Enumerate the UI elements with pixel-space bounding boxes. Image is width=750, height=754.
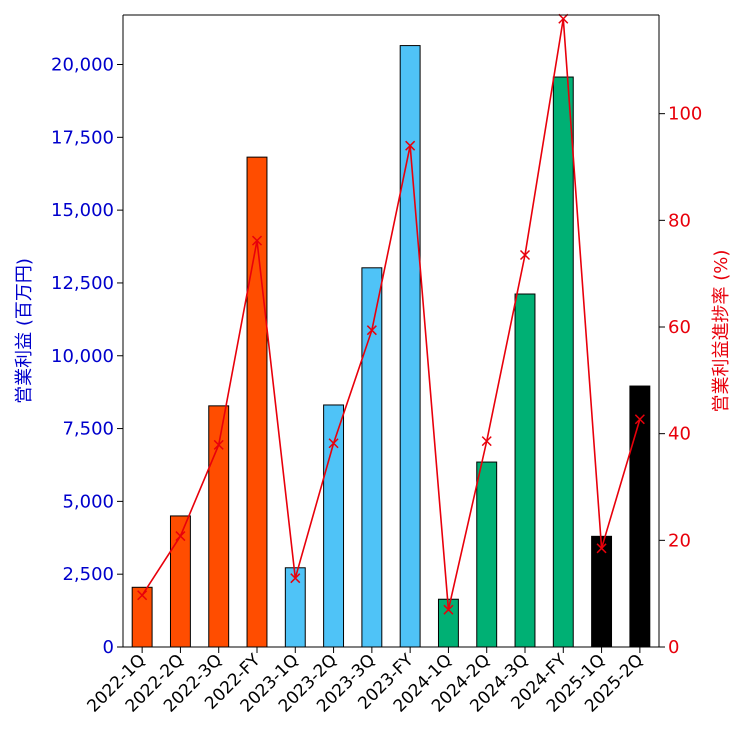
left-tick-label: 5,000: [62, 491, 114, 512]
bar-2024-3Q: [514, 293, 536, 648]
left-tick-label: 12,500: [51, 273, 114, 294]
bar-2022-FY: [246, 156, 268, 648]
bar-2025-1Q: [591, 535, 613, 648]
progress-rate-marker-2023-2Q: [328, 438, 339, 449]
progress-rate-marker-2024-1Q: [443, 604, 454, 615]
bar-2023-3Q: [361, 267, 383, 648]
bar-2023-FY: [399, 45, 421, 648]
progress-rate-marker-2024-3Q: [519, 249, 531, 261]
bar-2024-2Q: [476, 461, 498, 648]
progress-rate-marker-2022-2Q: [175, 531, 186, 542]
progress-rate-marker-2022-FY: [251, 235, 263, 246]
progress-rate-marker-2022-1Q: [137, 590, 148, 601]
progress-rate-marker-2025-2Q: [634, 414, 645, 425]
bar-2024-FY: [552, 76, 574, 648]
progress-rate-marker-2024-2Q: [481, 436, 492, 447]
right-tick-label: 100: [668, 104, 702, 125]
progress-rate-line: [141, 18, 641, 610]
bar-2025-2Q: [629, 385, 651, 648]
left-tick-label: 0: [103, 637, 114, 658]
bar-2023-1Q: [284, 567, 306, 648]
left-tick-label: 17,500: [51, 127, 114, 148]
progress-rate-marker-2025-1Q: [596, 543, 607, 554]
right-tick-label: 0: [668, 637, 679, 658]
left-axis-title: 営業利益 (百万円): [14, 258, 35, 404]
progress-rate-marker-2022-3Q: [213, 439, 224, 450]
progress-rate-marker-2024-FY: [558, 13, 569, 24]
right-tick-label: 80: [668, 210, 691, 231]
right-tick-label: 40: [668, 424, 691, 445]
left-tick-label: 20,000: [51, 55, 114, 76]
right-tick-label: 60: [668, 317, 691, 338]
left-tick-label: 15,000: [51, 200, 114, 221]
progress-rate-marker-2023-1Q: [290, 573, 301, 584]
right-axis-title: 営業利益進捗率 (%): [711, 250, 732, 413]
left-tick-label: 2,500: [62, 564, 114, 585]
left-tick-label: 7,500: [62, 419, 114, 440]
left-tick-label: 10,000: [51, 346, 114, 367]
progress-rate-marker-2023-FY: [405, 140, 416, 151]
progress-rate-marker-2023-3Q: [366, 325, 377, 336]
right-tick-label: 20: [668, 530, 691, 551]
